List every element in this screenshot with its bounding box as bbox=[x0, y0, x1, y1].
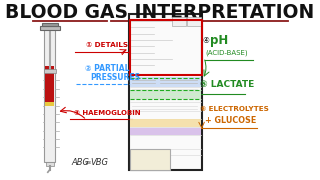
Bar bbox=[172, 17, 186, 26]
Text: ② PARTIAL: ② PARTIAL bbox=[85, 64, 130, 73]
Text: ⑤ LACTATE: ⑤ LACTATE bbox=[200, 80, 254, 89]
Bar bbox=[130, 20, 202, 75]
Text: ABG: ABG bbox=[71, 158, 89, 167]
Bar bbox=[130, 119, 201, 127]
Bar bbox=[130, 77, 201, 87]
Bar bbox=[42, 23, 58, 26]
Text: pH: pH bbox=[210, 34, 228, 47]
Text: vs: vs bbox=[85, 160, 92, 165]
Bar bbox=[44, 69, 56, 73]
Text: BLOOD GAS INTERPRETATION: BLOOD GAS INTERPRETATION bbox=[5, 3, 315, 22]
Text: (ACID-BASE): (ACID-BASE) bbox=[205, 50, 248, 56]
Text: PRESSURES: PRESSURES bbox=[90, 73, 140, 82]
Bar bbox=[130, 149, 171, 170]
Text: ④: ④ bbox=[203, 36, 209, 45]
Text: ⑥ ELECTROLYTES: ⑥ ELECTROLYTES bbox=[200, 106, 269, 112]
Bar bbox=[45, 102, 54, 106]
Bar bbox=[130, 90, 201, 99]
Bar bbox=[130, 128, 201, 135]
Bar bbox=[40, 26, 60, 30]
Bar bbox=[129, 14, 203, 170]
Bar bbox=[187, 17, 201, 26]
Bar bbox=[46, 162, 54, 166]
Bar bbox=[45, 66, 54, 105]
Text: ① DETAILS: ① DETAILS bbox=[86, 42, 128, 48]
Text: VBG: VBG bbox=[91, 158, 109, 167]
Text: ③ HAEMOGLOBIN: ③ HAEMOGLOBIN bbox=[74, 110, 140, 116]
Text: + GLUCOSE: + GLUCOSE bbox=[204, 116, 256, 125]
Bar bbox=[44, 26, 55, 162]
